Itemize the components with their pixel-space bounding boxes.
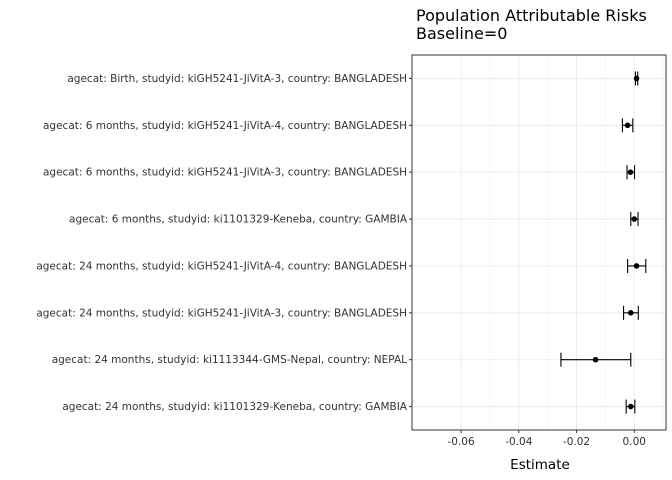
estimate-point [627, 169, 634, 175]
estimate-point [624, 122, 631, 129]
estimate-point [631, 216, 638, 222]
x-tick-label: 0.00 [623, 436, 646, 448]
estimate-point [633, 263, 640, 269]
chart-title: Population Attributable Risks [416, 6, 647, 25]
y-tick-label: agecat: 6 months, studyid: kiGH5241-JiVi… [43, 120, 407, 132]
x-axis-title: Estimate [510, 457, 570, 473]
chart-subtitle: Baseline=0 [416, 24, 507, 43]
y-tick-label: agecat: 24 months, studyid: ki1101329-Ke… [62, 401, 407, 413]
estimate-point [633, 75, 640, 82]
estimate-point [592, 356, 599, 363]
y-tick-label: agecat: 24 months, studyid: ki1113344-GM… [52, 354, 407, 366]
x-tick-label: -0.04 [505, 436, 532, 448]
y-tick-label: agecat: Birth, studyid: kiGH5241-JiVitA-… [67, 73, 407, 85]
y-tick-label: agecat: 6 months, studyid: ki1101329-Ken… [69, 214, 408, 226]
plot-panel: agecat: Birth, studyid: kiGH5241-JiVitA-… [36, 54, 667, 448]
estimate-point [627, 310, 634, 316]
x-tick-label: -0.06 [447, 436, 474, 448]
y-tick-label: agecat: 24 months, studyid: kiGH5241-JiV… [36, 307, 407, 319]
x-tick-label: -0.02 [563, 436, 590, 448]
estimate-point [627, 403, 634, 410]
y-tick-label: agecat: 6 months, studyid: kiGH5241-JiVi… [43, 167, 407, 179]
panel-border [411, 54, 667, 431]
y-tick-label: agecat: 24 months, studyid: kiGH5241-JiV… [36, 260, 407, 272]
